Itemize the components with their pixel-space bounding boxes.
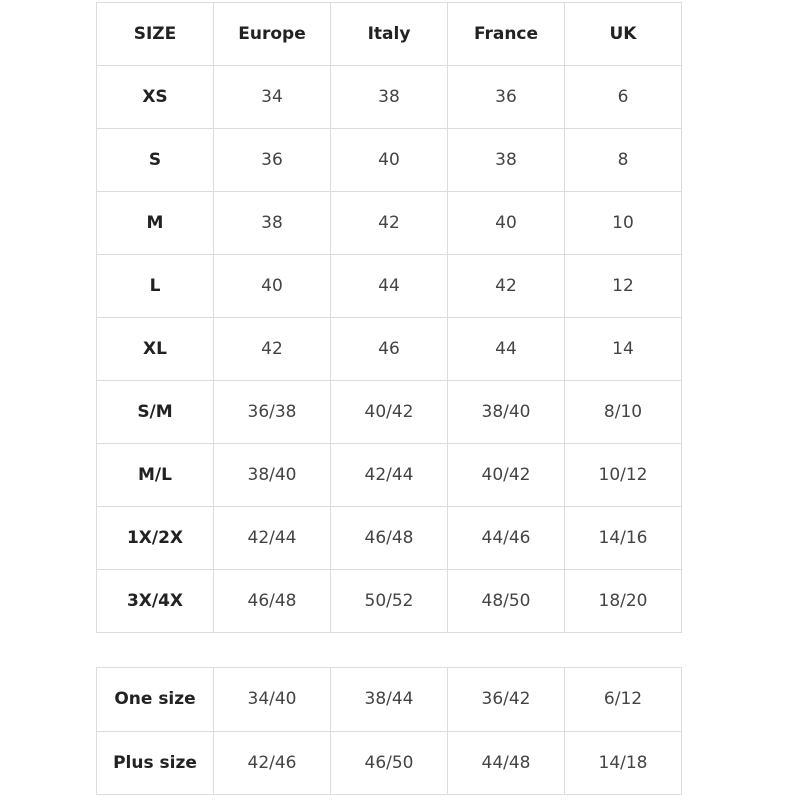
table-cell: 8/10 bbox=[564, 380, 682, 444]
table-row: 3X/4X 46/48 50/52 48/50 18/20 bbox=[96, 569, 682, 633]
table-cell: 42 bbox=[213, 317, 331, 381]
row-label: M bbox=[96, 191, 214, 255]
table-cell: 6 bbox=[564, 65, 682, 129]
row-label: S bbox=[96, 128, 214, 192]
table-cell: 48/50 bbox=[447, 569, 565, 633]
row-label: 3X/4X bbox=[96, 569, 214, 633]
row-label: One size bbox=[96, 667, 214, 732]
table-cell: 38/40 bbox=[447, 380, 565, 444]
table-cell: 10 bbox=[564, 191, 682, 255]
row-label: 1X/2X bbox=[96, 506, 214, 570]
size-table: SIZE Europe Italy France UK XS 34 38 36 6 S 36 40 38 8… bbox=[96, 2, 682, 633]
table-cell: 46/50 bbox=[330, 730, 448, 795]
table-cell: 40 bbox=[330, 128, 448, 192]
table-row: 1X/2X 42/44 46/48 44/46 14/16 bbox=[96, 506, 682, 570]
row-label: XL bbox=[96, 317, 214, 381]
table-cell: 14/18 bbox=[564, 730, 682, 795]
table-cell: 42/44 bbox=[213, 506, 331, 570]
table-cell: 14 bbox=[564, 317, 682, 381]
table-cell: 42 bbox=[330, 191, 448, 255]
table-row: L 40 44 42 12 bbox=[96, 254, 682, 318]
row-label: Plus size bbox=[96, 730, 214, 795]
table-row: S/M 36/38 40/42 38/40 8/10 bbox=[96, 380, 682, 444]
table-cell: 44/48 bbox=[447, 730, 565, 795]
table-cell: 36 bbox=[213, 128, 331, 192]
table-cell: 38 bbox=[213, 191, 331, 255]
table-row: M/L 38/40 42/44 40/42 10/12 bbox=[96, 443, 682, 507]
table-cell: 6/12 bbox=[564, 667, 682, 732]
table-cell: 38 bbox=[447, 128, 565, 192]
table-cell: 44/46 bbox=[447, 506, 565, 570]
table-cell: 8 bbox=[564, 128, 682, 192]
table-cell: 40/42 bbox=[447, 443, 565, 507]
table-cell: 10/12 bbox=[564, 443, 682, 507]
header-cell: UK bbox=[564, 2, 682, 66]
table-cell: 46/48 bbox=[213, 569, 331, 633]
table-cell: 14/16 bbox=[564, 506, 682, 570]
table-cell: 38/40 bbox=[213, 443, 331, 507]
table-cell: 40 bbox=[213, 254, 331, 318]
table-cell: 40/42 bbox=[330, 380, 448, 444]
table-cell: 50/52 bbox=[330, 569, 448, 633]
table-cell: 42/44 bbox=[330, 443, 448, 507]
table-cell: 36 bbox=[447, 65, 565, 129]
table-row: XS 34 38 36 6 bbox=[96, 65, 682, 129]
table-row: Plus size 42/46 46/50 44/48 14/18 bbox=[96, 730, 682, 795]
header-cell: Europe bbox=[213, 2, 331, 66]
table-cell: 34 bbox=[213, 65, 331, 129]
extra-size-table: One size 34/40 38/44 36/42 6/12 Plus size 42/4… bbox=[96, 667, 682, 795]
table-cell: 18/20 bbox=[564, 569, 682, 633]
table-row: One size 34/40 38/44 36/42 6/12 bbox=[96, 667, 682, 732]
table-cell: 42/46 bbox=[213, 730, 331, 795]
table-cell: 36/38 bbox=[213, 380, 331, 444]
table-cell: 34/40 bbox=[213, 667, 331, 732]
row-label: S/M bbox=[96, 380, 214, 444]
row-label: L bbox=[96, 254, 214, 318]
header-cell: SIZE bbox=[96, 2, 214, 66]
table-cell: 38/44 bbox=[330, 667, 448, 732]
table-row: XL 42 46 44 14 bbox=[96, 317, 682, 381]
table-cell: 46 bbox=[330, 317, 448, 381]
header-cell: France bbox=[447, 2, 565, 66]
table-row: S 36 40 38 8 bbox=[96, 128, 682, 192]
row-label: XS bbox=[96, 65, 214, 129]
table-cell: 44 bbox=[330, 254, 448, 318]
table-row: SIZE Europe Italy France UK bbox=[96, 2, 682, 66]
table-cell: 38 bbox=[330, 65, 448, 129]
table-row: M 38 42 40 10 bbox=[96, 191, 682, 255]
table-cell: 36/42 bbox=[447, 667, 565, 732]
table-cell: 44 bbox=[447, 317, 565, 381]
header-cell: Italy bbox=[330, 2, 448, 66]
table-cell: 46/48 bbox=[330, 506, 448, 570]
table-cell: 12 bbox=[564, 254, 682, 318]
table-cell: 42 bbox=[447, 254, 565, 318]
table-cell: 40 bbox=[447, 191, 565, 255]
row-label: M/L bbox=[96, 443, 214, 507]
